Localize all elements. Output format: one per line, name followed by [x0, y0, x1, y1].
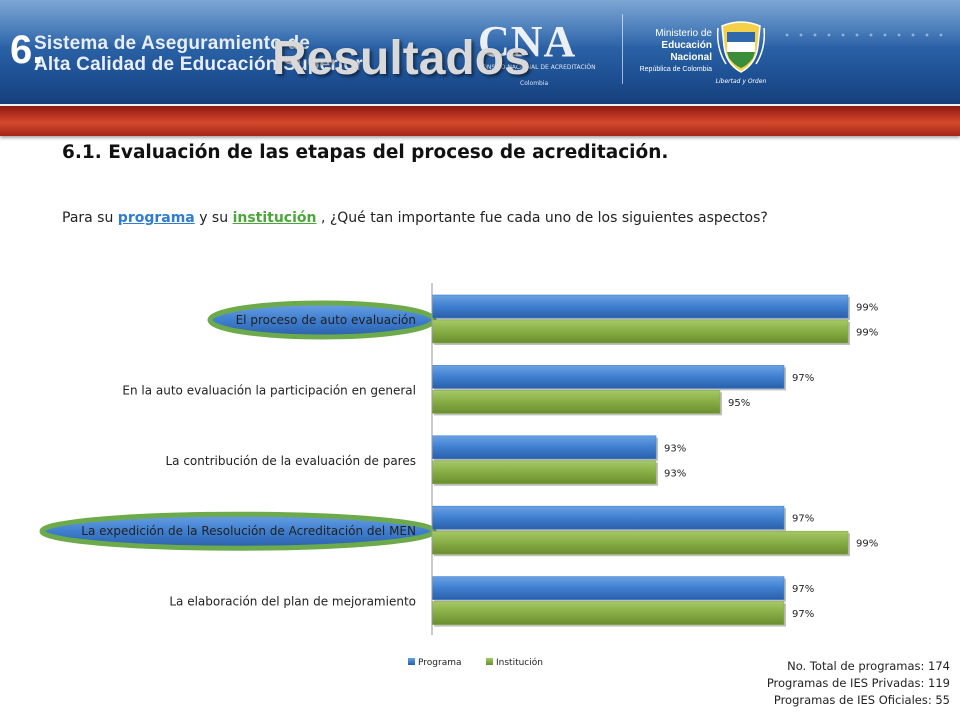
footnote-total: No. Total de programas: 174 [787, 659, 950, 673]
banner-gloss [0, 0, 960, 46]
data-label: 93% [664, 443, 686, 454]
system-name-line1: Sistema de Aseguramiento de [34, 33, 311, 54]
section-subtitle: 6.1. Evaluación de las etapas del proces… [62, 142, 669, 163]
category-labels: El proceso de auto evaluación En la auto … [81, 313, 416, 609]
decorative-dots [780, 30, 950, 40]
bar-institucion [431, 460, 657, 485]
legend-label: Institución [496, 657, 543, 668]
bar-programa [431, 365, 785, 389]
question-mid: y su [194, 210, 233, 226]
keyword-institucion: institución [232, 210, 317, 226]
bars: 99% 99% 97% 95% 93% 93% 97% 99% 97% 97% [431, 294, 878, 627]
data-label: 97% [792, 373, 814, 384]
category-label: El proceso de auto evaluación [236, 313, 416, 327]
category-label: La expedición de la Resolución de Acredi… [81, 524, 416, 538]
system-name-line2: Alta Calidad de Educación Superior [34, 54, 363, 75]
survey-question: Para su programa y su institución , ¿Qué… [62, 210, 768, 226]
data-label: 93% [664, 468, 686, 479]
cna-logo: CNA [478, 17, 577, 66]
accent-bar [0, 104, 960, 136]
bar-programa [431, 294, 849, 319]
page-title: Resultados [272, 32, 531, 85]
bar-programa [431, 576, 785, 600]
data-label: 95% [728, 398, 750, 409]
legend-swatch [408, 658, 415, 665]
footnote-oficiales: Programas de IES Oficiales: 55 [773, 693, 950, 707]
cna-subtitle: CONSEJO NACIONAL DE ACREDITACIÓN [478, 64, 596, 71]
question-suffix: , ¿Qué tan importante fue cada uno de lo… [316, 210, 768, 226]
footnote-privadas: Programas de IES Privadas: 119 [766, 676, 950, 690]
bar-institucion [431, 319, 849, 344]
bar-programa [431, 435, 657, 460]
legend-swatch [486, 658, 493, 665]
bar-institucion [431, 601, 785, 625]
ministry-logo: Ministerio de Educación Nacional Repúbli… [630, 28, 712, 76]
legend: Programa Institución [408, 657, 543, 668]
ministry-line2: Educación Nacional [661, 40, 712, 63]
question-prefix: Para su [62, 210, 118, 226]
cna-country: Colombia [520, 80, 549, 87]
data-label: 97% [792, 609, 814, 620]
bar-institucion [431, 390, 721, 414]
keyword-programa: programa [117, 210, 195, 226]
bar-programa [431, 505, 785, 530]
highlight-ovals [39, 300, 437, 551]
shield-motto: Libertad y Orden [715, 78, 767, 85]
ministry-line1: Ministerio de [655, 28, 712, 39]
bar-institucion [431, 530, 849, 555]
ministry-line3: República de Colombia [639, 66, 712, 73]
data-label: 97% [792, 584, 814, 595]
header-banner: Sistema de Aseguramiento de Alta Calidad… [0, 0, 960, 104]
data-label: 97% [792, 514, 814, 525]
data-label: 99% [856, 328, 878, 339]
category-label: En la auto evaluación la participación e… [122, 383, 416, 397]
data-label: 99% [856, 539, 878, 550]
category-label: La elaboración del plan de mejoramiento [169, 595, 416, 609]
data-label: 99% [856, 303, 878, 314]
system-name: Sistema de Aseguramiento de Alta Calidad… [34, 33, 363, 75]
category-label: La contribución de la evaluación de pare… [165, 454, 416, 468]
coat-of-arms-icon [716, 21, 766, 73]
section-number: 6. [10, 28, 44, 72]
footnotes: No. Total de programas: 174 Programas de… [767, 658, 950, 709]
banner-divider [622, 14, 623, 84]
legend-label: Programa [418, 658, 462, 668]
